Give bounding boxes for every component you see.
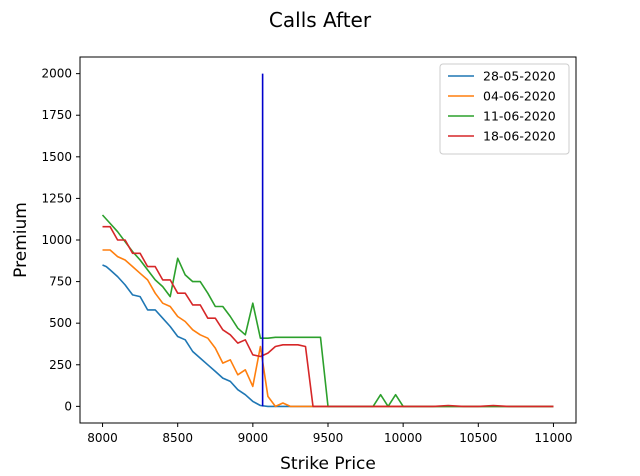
x-tick-label: 11000 [534, 431, 572, 445]
plot-frame [79, 56, 577, 424]
legend-label: 11-06-2020 [483, 109, 556, 124]
x-tick-label: 9500 [313, 431, 344, 445]
series-line-18-06-2020 [102, 225, 554, 408]
legend: 28-05-2020 04-06-2020 11-06-2020 18-06-2020 [439, 63, 570, 155]
x-tick-label: 8500 [162, 431, 193, 445]
x-tick-label: 8000 [87, 431, 118, 445]
x-tick-label: 10500 [459, 431, 497, 445]
y-tick-label: 500 [49, 316, 72, 330]
legend-label: 18-06-2020 [483, 129, 556, 144]
y-tick-label: 1750 [41, 108, 72, 122]
y-tick-label: 1250 [41, 191, 72, 205]
y-axis-label: Premium [11, 202, 31, 278]
y-tick-label: 2000 [41, 67, 72, 81]
y-tick-label: 250 [49, 358, 72, 372]
x-tick-label: 9000 [238, 431, 269, 445]
y-tick-label: 1500 [41, 150, 72, 164]
x-tick-label: 10000 [384, 431, 422, 445]
y-tick-label: 1000 [41, 233, 72, 247]
x-axis-label: Strike Price [280, 454, 376, 474]
series-line-04-06-2020 [102, 249, 554, 408]
legend-box [439, 63, 570, 155]
series-line-11-06-2020 [101, 214, 554, 408]
legend-label: 04-06-2020 [483, 89, 556, 104]
chart-title: Calls After [269, 8, 372, 32]
y-tick-label: 750 [49, 275, 72, 289]
series-line-28-05-2020 [102, 264, 554, 408]
y-tick-label: 0 [64, 399, 72, 413]
legend-label: 28-05-2020 [483, 69, 556, 84]
